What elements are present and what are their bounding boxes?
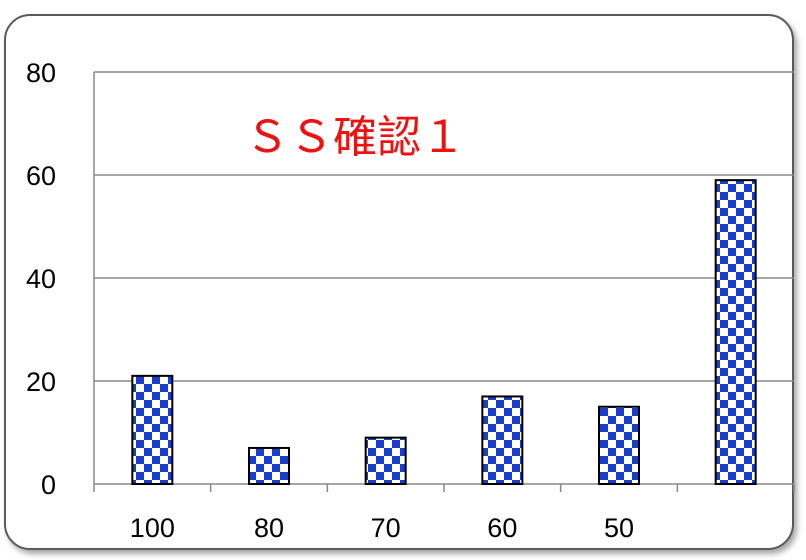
y-tick-label: 0 xyxy=(41,470,56,500)
bar xyxy=(131,374,174,486)
bar xyxy=(598,405,640,485)
bar xyxy=(481,395,524,486)
y-tick-label: 60 xyxy=(26,161,56,191)
x-tick-label: 100 xyxy=(130,513,175,543)
bar xyxy=(364,436,407,485)
y-axis-ticks: 0 20 40 60 80 xyxy=(26,58,56,500)
x-tick-label: 70 xyxy=(371,513,401,543)
chart-title: ＳＳ確認１ xyxy=(245,112,465,163)
gridlines xyxy=(93,71,795,492)
bars xyxy=(131,179,757,486)
x-axis-ticks: 100 80 70 60 50 xyxy=(130,513,634,543)
x-tick-label: 50 xyxy=(604,513,634,543)
bar xyxy=(248,446,290,486)
x-tick-label: 60 xyxy=(487,513,517,543)
y-tick-label: 80 xyxy=(26,58,56,88)
x-tick-label: 80 xyxy=(254,513,284,543)
bar xyxy=(714,179,757,485)
y-tick-label: 20 xyxy=(26,367,56,397)
y-tick-label: 40 xyxy=(26,264,56,294)
